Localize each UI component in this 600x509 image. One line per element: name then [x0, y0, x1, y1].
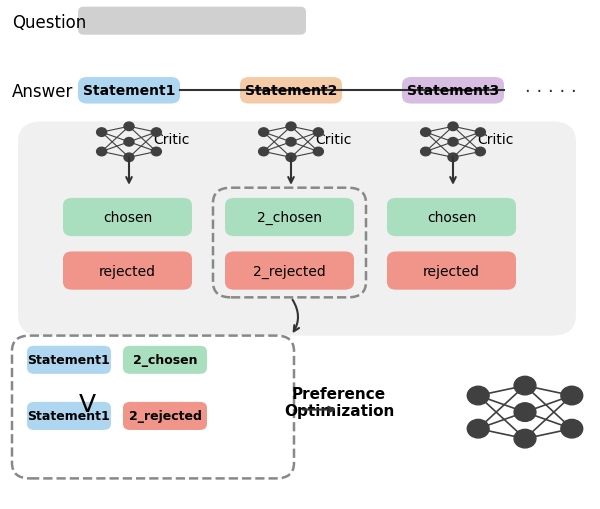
Text: chosen: chosen — [103, 211, 152, 224]
Text: Critic: Critic — [153, 133, 190, 147]
Circle shape — [286, 123, 296, 131]
Text: Statement1: Statement1 — [28, 354, 110, 366]
FancyBboxPatch shape — [78, 8, 306, 36]
Circle shape — [313, 129, 323, 137]
Circle shape — [421, 148, 431, 156]
Circle shape — [286, 138, 296, 147]
FancyBboxPatch shape — [27, 346, 111, 374]
Text: V: V — [79, 392, 95, 417]
Text: rejected: rejected — [423, 264, 480, 278]
Circle shape — [448, 123, 458, 131]
Circle shape — [151, 129, 161, 137]
Circle shape — [475, 129, 485, 137]
Circle shape — [421, 129, 431, 137]
Circle shape — [259, 148, 269, 156]
FancyBboxPatch shape — [123, 402, 207, 430]
FancyBboxPatch shape — [225, 252, 354, 290]
Text: · · · · ·: · · · · · — [525, 82, 577, 101]
Text: Critic: Critic — [477, 133, 514, 147]
Circle shape — [124, 123, 134, 131]
Circle shape — [514, 403, 536, 421]
Text: 2_rejected: 2_rejected — [253, 264, 326, 278]
Circle shape — [259, 129, 269, 137]
FancyBboxPatch shape — [78, 78, 180, 104]
Circle shape — [467, 419, 489, 438]
Circle shape — [514, 377, 536, 395]
Circle shape — [151, 148, 161, 156]
Circle shape — [124, 138, 134, 147]
FancyBboxPatch shape — [387, 199, 516, 237]
Text: Preference
Optimization: Preference Optimization — [284, 386, 394, 418]
FancyBboxPatch shape — [387, 252, 516, 290]
Circle shape — [448, 138, 458, 147]
FancyBboxPatch shape — [240, 78, 342, 104]
Text: 2_chosen: 2_chosen — [257, 211, 322, 224]
Circle shape — [97, 148, 107, 156]
Circle shape — [475, 148, 485, 156]
FancyBboxPatch shape — [225, 199, 354, 237]
Text: Statement3: Statement3 — [407, 84, 499, 98]
FancyBboxPatch shape — [27, 402, 111, 430]
Text: Answer: Answer — [12, 82, 73, 101]
Text: Statement1: Statement1 — [83, 84, 175, 98]
FancyBboxPatch shape — [123, 346, 207, 374]
Circle shape — [561, 386, 583, 405]
Text: rejected: rejected — [99, 264, 156, 278]
Circle shape — [124, 154, 134, 162]
Text: Statement2: Statement2 — [245, 84, 337, 98]
FancyBboxPatch shape — [18, 122, 576, 336]
Text: Critic: Critic — [315, 133, 352, 147]
FancyBboxPatch shape — [402, 78, 504, 104]
FancyBboxPatch shape — [63, 252, 192, 290]
Circle shape — [561, 419, 583, 438]
Text: 2_chosen: 2_chosen — [133, 354, 197, 366]
Circle shape — [97, 129, 107, 137]
Circle shape — [313, 148, 323, 156]
Circle shape — [467, 386, 489, 405]
Text: Question: Question — [12, 14, 86, 32]
Circle shape — [514, 430, 536, 448]
Text: chosen: chosen — [427, 211, 476, 224]
Text: Statement1: Statement1 — [28, 410, 110, 422]
Circle shape — [286, 154, 296, 162]
FancyBboxPatch shape — [63, 199, 192, 237]
Circle shape — [448, 154, 458, 162]
Text: 2_rejected: 2_rejected — [128, 410, 202, 422]
